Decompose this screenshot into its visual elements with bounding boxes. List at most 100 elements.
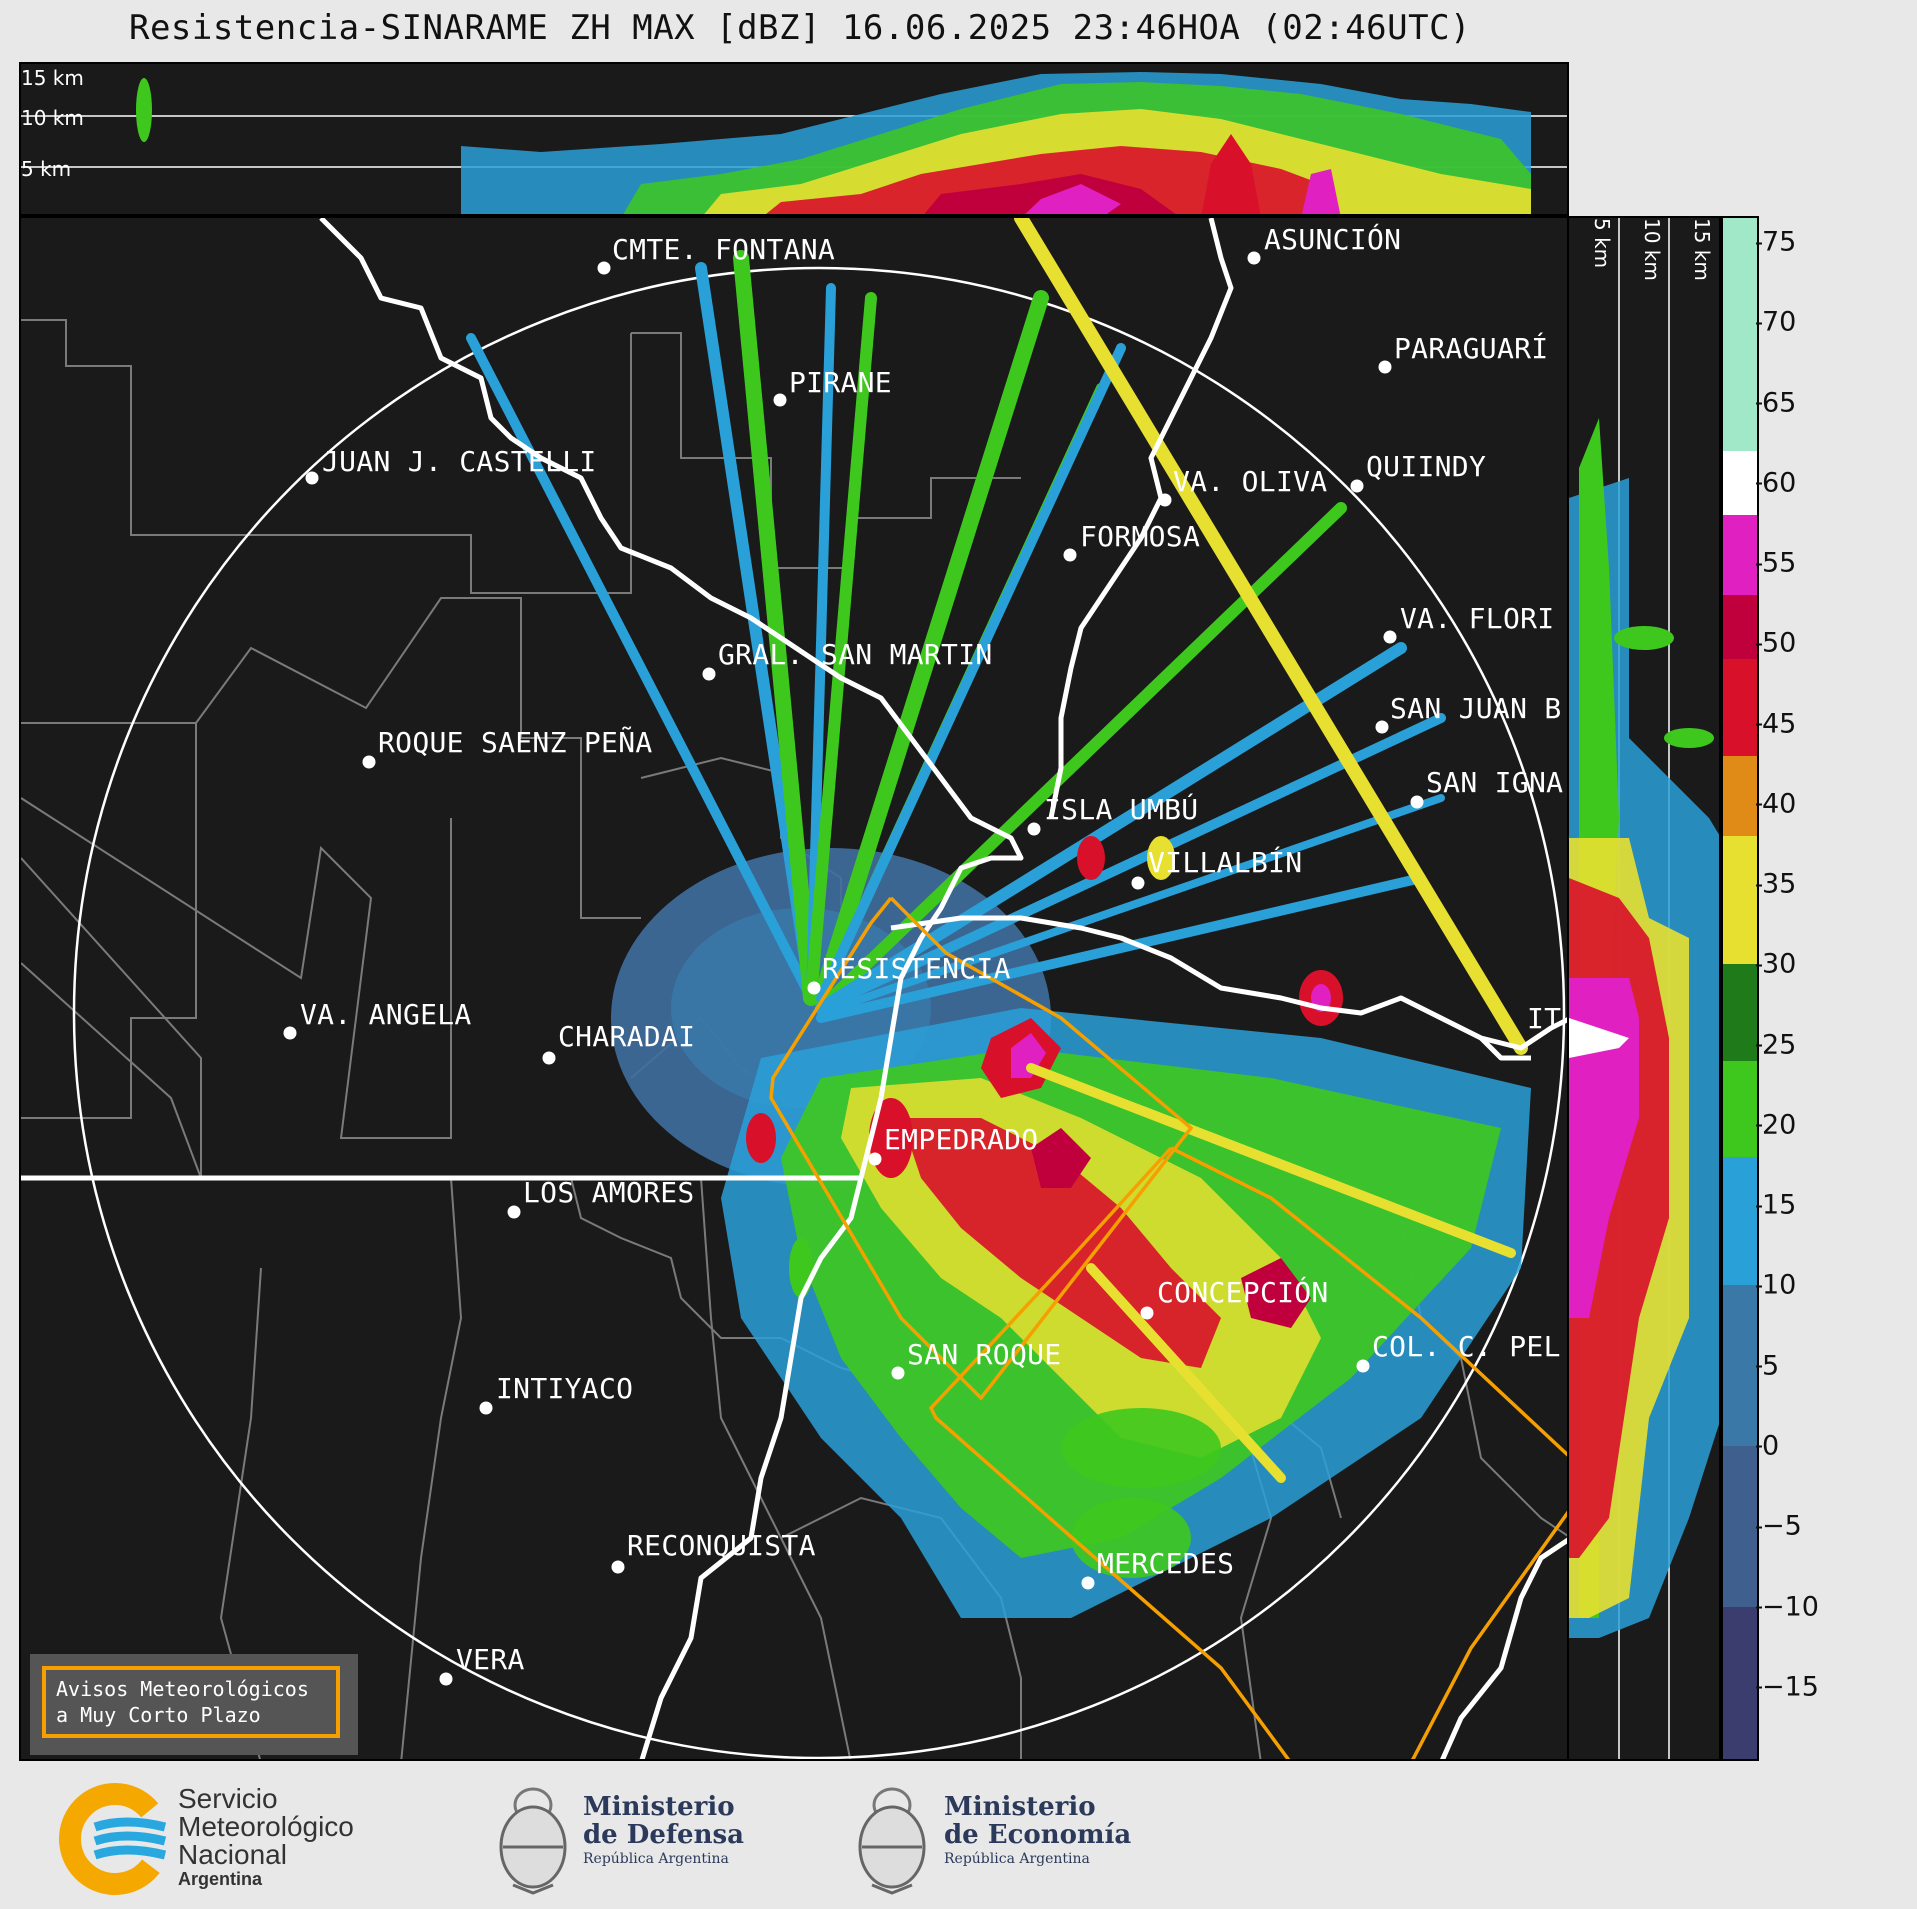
colorbar-segment bbox=[1723, 1445, 1757, 1607]
city-marker bbox=[1131, 876, 1145, 890]
colorbar-tick-label: −10 bbox=[1756, 1591, 1819, 1622]
city-marker bbox=[1140, 1306, 1154, 1320]
city-label: IT bbox=[1527, 1002, 1562, 1035]
city-label: ASUNCIÓN bbox=[1264, 223, 1402, 256]
defensa-logo-text: Ministerio de Defensa República Argentin… bbox=[583, 1793, 744, 1869]
dbz-colorbar bbox=[1721, 216, 1759, 1761]
warning-line-2: a Muy Corto Plazo bbox=[56, 1703, 261, 1727]
city-marker bbox=[1063, 548, 1077, 562]
economia-coat-of-arms-icon bbox=[858, 1787, 926, 1895]
colorbar-tick-label: 65 bbox=[1755, 387, 1797, 419]
city-label: VA. OLIVA bbox=[1173, 465, 1328, 498]
colorbar-segment bbox=[1723, 755, 1757, 836]
side-height-label-5km: 5 km bbox=[1590, 218, 1614, 269]
city-label: GRAL. SAN MARTIN bbox=[718, 638, 993, 671]
side-height-label-15km: 15 km bbox=[1690, 218, 1714, 281]
height-label-10km: 10 km bbox=[21, 106, 84, 130]
city-label: ISLA UMBÚ bbox=[1044, 793, 1199, 826]
city-marker bbox=[542, 1051, 556, 1065]
city-label: SAN JUAN B bbox=[1390, 692, 1562, 725]
colorbar-tick-label: 30 bbox=[1755, 948, 1797, 980]
colorbar-tick-label: 20 bbox=[1755, 1109, 1797, 1141]
economia-line-2: de Economía bbox=[944, 1820, 1132, 1850]
radar-map-graphic bbox=[21, 218, 1567, 1759]
colorbar-tick-label: 40 bbox=[1755, 788, 1797, 820]
colorbar-tick-label: 15 bbox=[1755, 1189, 1797, 1221]
warning-line-1: Avisos Meteorológicos bbox=[56, 1677, 309, 1701]
colorbar-tick-label: 5 bbox=[1755, 1350, 1780, 1382]
economia-line-1: Ministerio bbox=[944, 1792, 1096, 1822]
colorbar-tick-label: 35 bbox=[1755, 868, 1797, 900]
city-marker bbox=[1410, 795, 1424, 809]
city-marker bbox=[1158, 493, 1172, 507]
colorbar-segment bbox=[1723, 1157, 1757, 1286]
colorbar-tick-label: 45 bbox=[1755, 708, 1797, 740]
colorbar-tick-label: −15 bbox=[1756, 1671, 1819, 1703]
defensa-line-1: Ministerio bbox=[583, 1792, 735, 1822]
city-label: CMTE. FONTANA bbox=[612, 233, 836, 266]
colorbar-segment bbox=[1723, 218, 1757, 451]
city-marker bbox=[1247, 251, 1261, 265]
city-marker bbox=[283, 1026, 297, 1040]
economia-logo-text: Ministerio de Economía República Argenti… bbox=[944, 1793, 1131, 1869]
defensa-line-2: de Defensa bbox=[583, 1820, 744, 1850]
city-marker bbox=[891, 1366, 905, 1380]
colorbar-segment bbox=[1723, 595, 1757, 660]
city-label: SAN IGNA bbox=[1426, 766, 1564, 799]
city-marker bbox=[1081, 1576, 1095, 1590]
city-label: JUAN J. CASTELLI bbox=[322, 445, 597, 478]
warning-legend[interactable]: Avisos Meteorológicos a Muy Corto Plazo bbox=[30, 1654, 358, 1755]
city-marker bbox=[507, 1205, 521, 1219]
city-marker bbox=[1383, 630, 1397, 644]
colorbar-segment bbox=[1723, 836, 1757, 965]
colorbar-segment bbox=[1723, 659, 1757, 756]
city-marker bbox=[1350, 479, 1364, 493]
page-title: Resistencia-SINARAME ZH MAX [dBZ] 16.06.… bbox=[128, 8, 1472, 48]
city-marker bbox=[1027, 822, 1041, 836]
city-label: RESISTENCIA bbox=[822, 952, 1011, 985]
city-label: VILLALBÍN bbox=[1148, 846, 1303, 879]
height-label-5km: 5 km bbox=[21, 157, 72, 181]
colorbar-segment bbox=[1723, 1060, 1757, 1158]
city-label: ROQUE SAENZ PEÑA bbox=[378, 726, 653, 759]
smn-line-2: Meteorológico bbox=[178, 1811, 354, 1842]
city-label: VA. ANGELA bbox=[300, 998, 472, 1031]
city-marker bbox=[702, 667, 716, 681]
smn-line-4: Argentina bbox=[178, 1869, 263, 1889]
city-label: FORMOSA bbox=[1080, 520, 1201, 553]
defensa-coat-of-arms-icon bbox=[499, 1787, 567, 1895]
warning-legend-border: Avisos Meteorológicos a Muy Corto Plazo bbox=[42, 1666, 340, 1738]
side-cross-section-graphic bbox=[1569, 218, 1719, 1759]
city-label: COL. C. PEL bbox=[1372, 1330, 1561, 1363]
city-marker bbox=[611, 1560, 625, 1574]
city-label: RECONQUISTA bbox=[627, 1529, 816, 1562]
defensa-line-3: República Argentina bbox=[583, 1851, 729, 1867]
city-label: LOS AMORES bbox=[523, 1176, 695, 1209]
city-marker bbox=[362, 755, 376, 769]
city-marker bbox=[479, 1401, 493, 1415]
city-label: EMPEDRADO bbox=[884, 1123, 1039, 1156]
smn-line-1: Servicio bbox=[178, 1783, 278, 1814]
top-cross-section-graphic bbox=[21, 72, 1567, 214]
city-label: CONCEPCIÓN bbox=[1157, 1276, 1329, 1309]
colorbar-tick-label: 60 bbox=[1755, 467, 1797, 499]
city-marker bbox=[1375, 720, 1389, 734]
height-label-15km: 15 km bbox=[21, 66, 84, 90]
colorbar-tick-label: 70 bbox=[1755, 306, 1797, 338]
city-marker bbox=[807, 981, 821, 995]
colorbar-tick-label: −5 bbox=[1756, 1510, 1802, 1542]
footer-logos: Servicio Meteorológico Nacional Argentin… bbox=[0, 1761, 1917, 1909]
side-height-cross-section: 5 km 10 km 15 km bbox=[1569, 216, 1721, 1761]
city-marker bbox=[597, 261, 611, 275]
colorbar-tick-label: 50 bbox=[1755, 627, 1797, 659]
colorbar-segment bbox=[1723, 1606, 1757, 1759]
radar-map[interactable]: Avisos Meteorológicos a Muy Corto Plazo bbox=[19, 216, 1569, 1761]
city-marker bbox=[1356, 1359, 1370, 1373]
city-label: VERA bbox=[456, 1643, 525, 1676]
city-marker bbox=[1378, 360, 1392, 374]
city-label: VA. FLORI bbox=[1400, 602, 1555, 635]
city-marker bbox=[773, 393, 787, 407]
colorbar-tick-label: 75 bbox=[1755, 226, 1797, 258]
colorbar-segment bbox=[1723, 514, 1757, 596]
smn-logo-text: Servicio Meteorológico Nacional Argentin… bbox=[178, 1783, 354, 1890]
